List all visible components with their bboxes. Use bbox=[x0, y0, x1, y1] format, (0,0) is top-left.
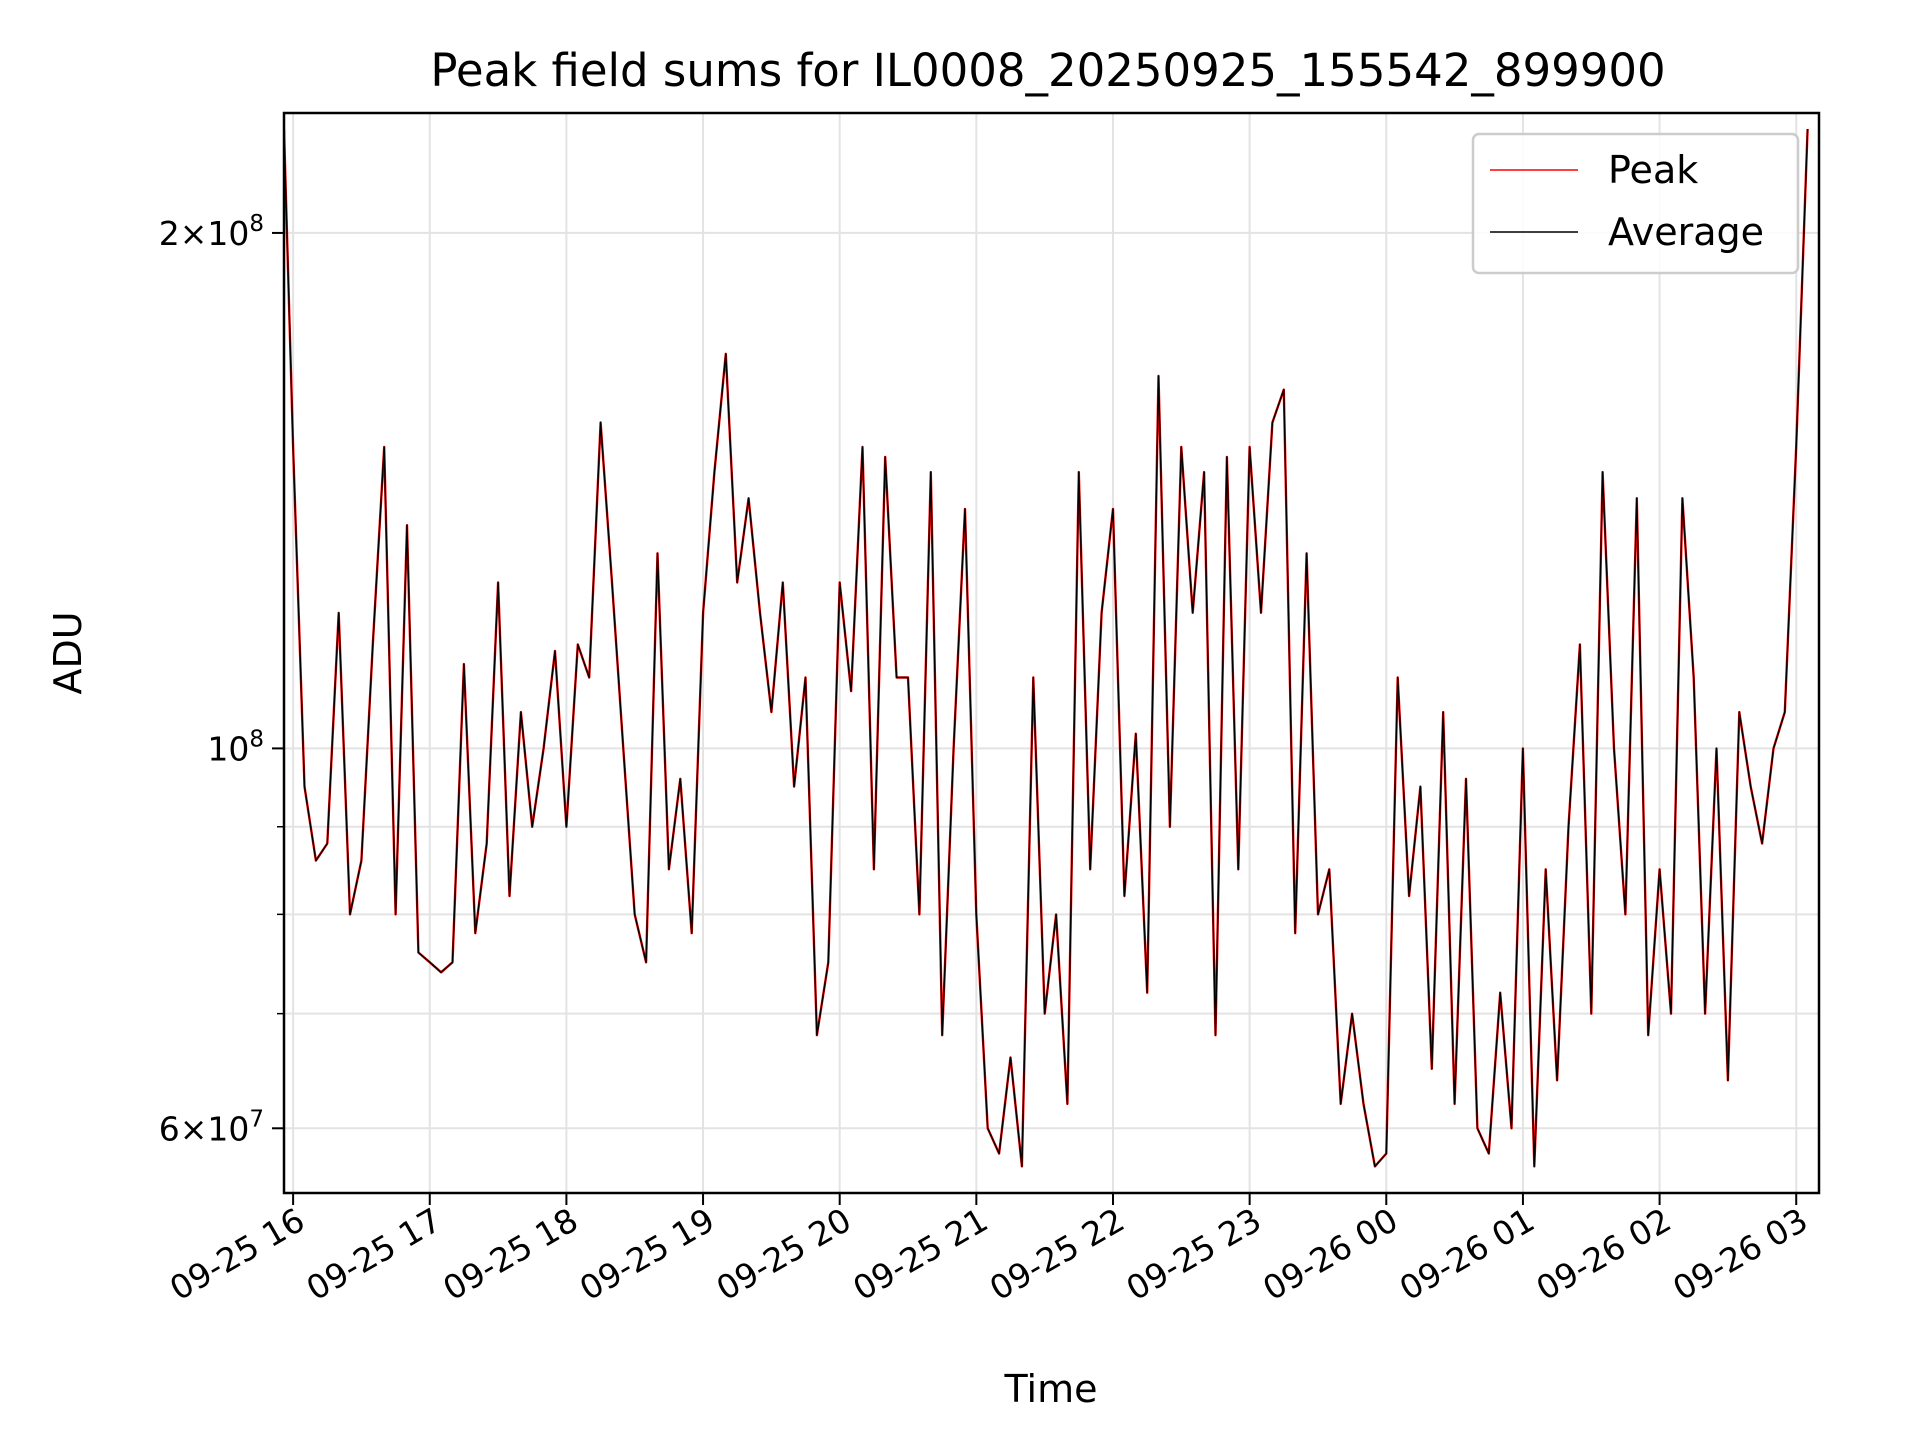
legend: Peak Average bbox=[1471, 132, 1800, 275]
series-line-average bbox=[284, 128, 1809, 1168]
y-tick-label: 108 bbox=[207, 726, 264, 768]
legend-box bbox=[1471, 132, 1800, 275]
legend-label-average: Average bbox=[1608, 210, 1764, 254]
y-axis-ticks: 6×107 108 2×108 bbox=[159, 211, 284, 1148]
y-tick-label: 2×108 bbox=[159, 211, 264, 253]
y-tick-label: 6×107 bbox=[159, 1106, 264, 1148]
y-axis-label: ADU bbox=[46, 611, 90, 694]
series-layer bbox=[284, 128, 1809, 1168]
chart-title: Peak field sums for IL0008_20250925_1555… bbox=[430, 44, 1665, 97]
legend-label-peak: Peak bbox=[1608, 148, 1698, 192]
plot-frame bbox=[282, 111, 1821, 1195]
x-axis-label: Time bbox=[1004, 1367, 1098, 1411]
grid bbox=[284, 113, 1819, 1193]
